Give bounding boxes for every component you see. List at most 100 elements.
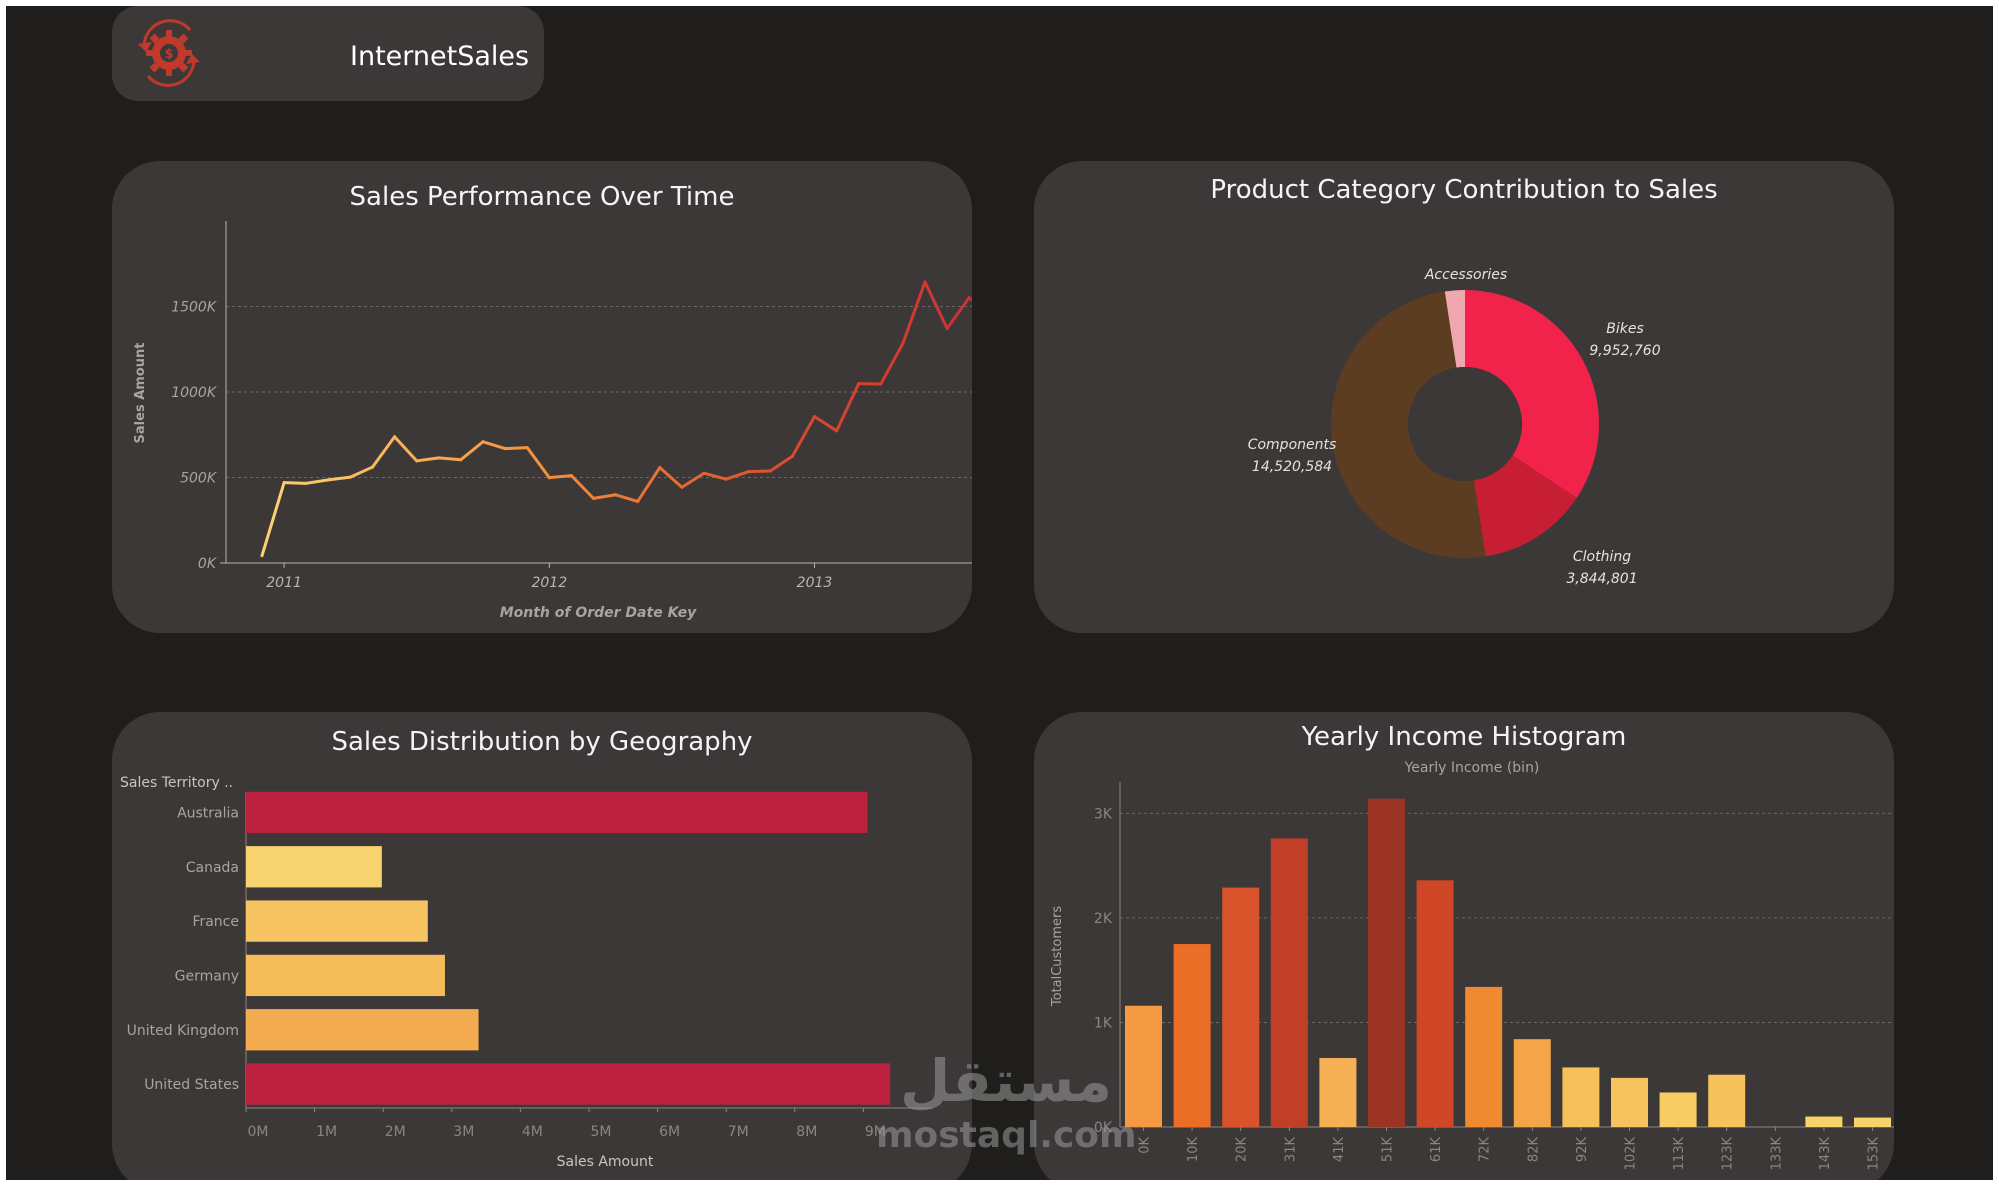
hist-x-tick: 51K (1381, 1137, 1396, 1163)
hist-bar-153k (1854, 1117, 1891, 1127)
donut-label: Clothing (1573, 549, 1631, 565)
hist-x-tick: 92K (1575, 1137, 1590, 1163)
geo-category-label: Canada (186, 860, 239, 876)
hist-bar-113k (1659, 1092, 1697, 1127)
line-data-point (592, 496, 595, 500)
line-data-point (901, 341, 905, 345)
line-series-segment (525, 446, 551, 480)
line-data-point (569, 474, 573, 478)
hist-x-tick: 82K (1526, 1137, 1541, 1163)
geo-bar-france (246, 900, 428, 942)
donut-label: Accessories (1424, 267, 1507, 283)
line-series-segment (945, 296, 971, 331)
line-data-point (835, 429, 839, 433)
mostaql-watermark: مستقل mostaql.com (876, 1046, 1137, 1166)
hist-bar-143k (1805, 1116, 1843, 1127)
line-series-segment (326, 475, 352, 482)
hist-bar-20k (1222, 887, 1260, 1127)
geo-x-tick: 5M (591, 1124, 612, 1140)
line-series-segment (702, 471, 728, 481)
line-series-segment (614, 493, 640, 503)
line-data-point (371, 465, 374, 469)
donut-value-label: 9,952,760 (1589, 343, 1660, 359)
line-data-point (945, 327, 949, 331)
logo-card: $ InternetSales (112, 6, 544, 101)
hist-bar-123k (1708, 1074, 1746, 1127)
line-series-segment (348, 465, 374, 479)
geo-x-tick: 6M (659, 1124, 680, 1140)
income-histogram-title: Yearly Income Histogram (1301, 722, 1627, 752)
line-series-segment (923, 280, 949, 331)
line-series-segment (592, 493, 618, 500)
line-data-point (459, 458, 463, 462)
line-data-point (415, 459, 419, 463)
line-data-point (746, 470, 750, 474)
hist-x-tick: 31K (1283, 1137, 1298, 1163)
line-series-segment (813, 415, 839, 433)
line-data-point (525, 446, 529, 450)
income-histogram-card: Yearly Income Histogram Yearly Income (b… (1034, 712, 1894, 1180)
line-data-point (680, 485, 684, 489)
line-series-segment (371, 435, 397, 469)
line-x-tick: 2013 (797, 575, 833, 591)
line-series-segment (768, 454, 794, 473)
line-series-segment (547, 474, 573, 480)
hist-x-axis-label: Yearly Income (bin) (1404, 760, 1540, 776)
line-data-point (260, 554, 264, 558)
geo-x-tick: 8M (796, 1124, 817, 1140)
donut-slice-accessories (1444, 290, 1465, 368)
geo-bar-germany (246, 954, 445, 997)
geo-bar-australia (246, 791, 868, 834)
hist-bar-61k (1416, 880, 1454, 1127)
hist-y-tick: 1K (1094, 1015, 1113, 1031)
line-series-segment (680, 471, 706, 489)
line-x-axis-label: Month of Order Date Key (500, 605, 697, 621)
hist-x-tick: 0K (1138, 1137, 1153, 1154)
line-data-point (437, 456, 441, 460)
line-data-point (547, 476, 551, 480)
line-data-point (724, 477, 728, 481)
line-data-point (636, 499, 640, 503)
line-series-segment (282, 481, 308, 485)
line-data-point (813, 415, 816, 419)
line-series-segment (393, 435, 419, 463)
app-title: InternetSales (350, 41, 530, 72)
donut-label: Components (1248, 437, 1337, 453)
geo-category-label: United Kingdom (127, 1023, 239, 1039)
line-x-tick: 2012 (531, 575, 567, 591)
svg-text:$: $ (164, 47, 173, 62)
donut-slice-bikes (1465, 290, 1599, 498)
line-series-segment (658, 466, 684, 489)
geography-bar-chart: Sales Territory .. 0M 1M 2M 3M 4M 5M 6M 7M 8M 9M Sa… (120, 775, 932, 1170)
income-histogram-chart: Yearly Income (bin) 0K 1K 2K 3K TotalCustomer… (1050, 760, 1894, 1171)
line-series-segment (459, 440, 485, 462)
donut-label: Bikes (1606, 321, 1644, 337)
hist-x-tick: 10K (1186, 1137, 1201, 1163)
line-data-point (348, 475, 352, 479)
line-data-point (768, 469, 772, 473)
line-x-tick: 2011 (266, 575, 302, 591)
geo-category-label: Australia (177, 805, 239, 821)
line-data-point (481, 440, 485, 444)
line-series-segment (481, 440, 507, 451)
watermark-latin: mostaql.com (876, 1115, 1137, 1156)
hist-bar-31k (1270, 838, 1308, 1127)
geo-category-label: France (192, 914, 239, 930)
geography-card: Sales Distribution by Geography Sales Te… (112, 712, 972, 1180)
geo-category-label: Germany (175, 968, 239, 984)
line-series-segment (901, 280, 927, 345)
line-data-point (857, 382, 861, 386)
geo-y-axis-label: Sales Territory .. (120, 775, 233, 791)
hist-y-axis-label: TotalCustomers (1050, 906, 1065, 1008)
line-series-segment (503, 446, 529, 451)
line-data-point (702, 471, 706, 475)
hist-x-tick: 123K (1721, 1137, 1736, 1171)
hist-bar-92k (1562, 1067, 1600, 1127)
hist-y-tick: 3K (1094, 806, 1113, 822)
line-data-point (326, 478, 330, 482)
line-series-segment (415, 456, 441, 463)
hist-bar-72k (1465, 986, 1503, 1127)
geography-title: Sales Distribution by Geography (331, 727, 753, 757)
line-data-point (967, 296, 971, 300)
donut-slice-components (1331, 291, 1486, 558)
